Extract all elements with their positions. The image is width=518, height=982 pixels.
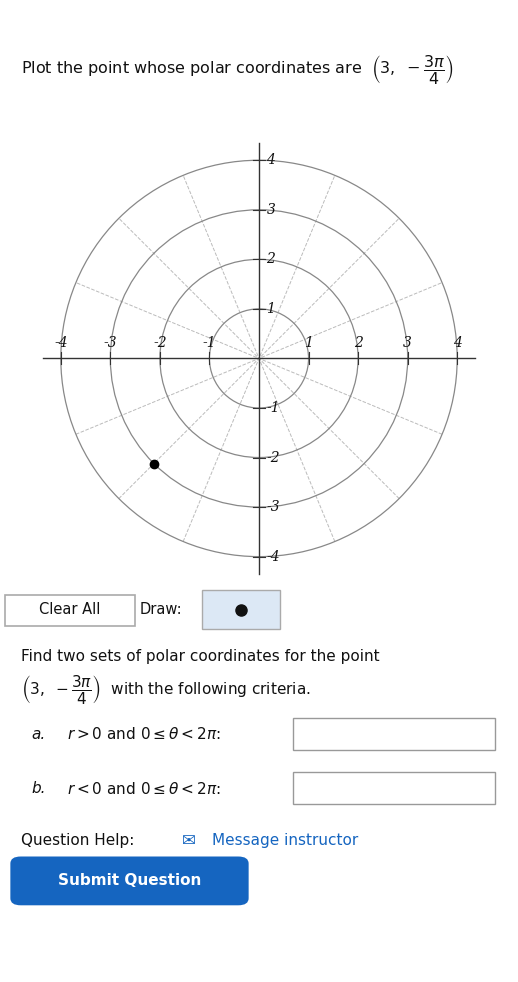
FancyBboxPatch shape (293, 772, 495, 804)
FancyBboxPatch shape (10, 856, 249, 905)
Text: Submit Question: Submit Question (58, 873, 201, 889)
Text: ✉: ✉ (182, 832, 196, 849)
Text: -3: -3 (104, 336, 117, 350)
Text: 4: 4 (266, 153, 275, 167)
Text: 4: 4 (453, 336, 462, 350)
Text: 3: 3 (266, 203, 275, 217)
Text: Find two sets of polar coordinates for the point: Find two sets of polar coordinates for t… (21, 648, 379, 664)
Text: -2: -2 (266, 451, 280, 464)
Text: -2: -2 (153, 336, 167, 350)
Text: $r < 0$ and $0 \leq \theta < 2\pi$:: $r < 0$ and $0 \leq \theta < 2\pi$: (67, 781, 221, 796)
Text: Plot the point whose polar coordinates are  $\left(3,\ -\dfrac{3\pi}{4}\right)$: Plot the point whose polar coordinates a… (21, 53, 454, 86)
Text: 1: 1 (304, 336, 313, 350)
Text: 1: 1 (266, 301, 275, 316)
Text: 3: 3 (403, 336, 412, 350)
FancyBboxPatch shape (202, 590, 280, 629)
Text: Message instructor: Message instructor (212, 834, 358, 848)
Text: $r > 0$ and $0 \leq \theta < 2\pi$:: $r > 0$ and $0 \leq \theta < 2\pi$: (67, 727, 221, 742)
Text: -1: -1 (203, 336, 216, 350)
Text: Question Help:: Question Help: (21, 834, 134, 848)
Text: a.: a. (31, 727, 46, 742)
Text: -1: -1 (266, 401, 280, 415)
Text: Draw:: Draw: (140, 602, 182, 618)
Text: $\left(3,\ -\dfrac{3\pi}{4}\right)$  with the following criteria.: $\left(3,\ -\dfrac{3\pi}{4}\right)$ with… (21, 673, 310, 706)
Text: b.: b. (31, 781, 46, 796)
FancyBboxPatch shape (293, 718, 495, 750)
FancyBboxPatch shape (5, 595, 135, 626)
Text: -3: -3 (266, 500, 280, 514)
Text: -4: -4 (54, 336, 68, 350)
Text: 2: 2 (354, 336, 363, 350)
Text: Clear All: Clear All (39, 602, 100, 618)
Text: 2: 2 (266, 252, 275, 266)
Text: -4: -4 (266, 550, 280, 564)
